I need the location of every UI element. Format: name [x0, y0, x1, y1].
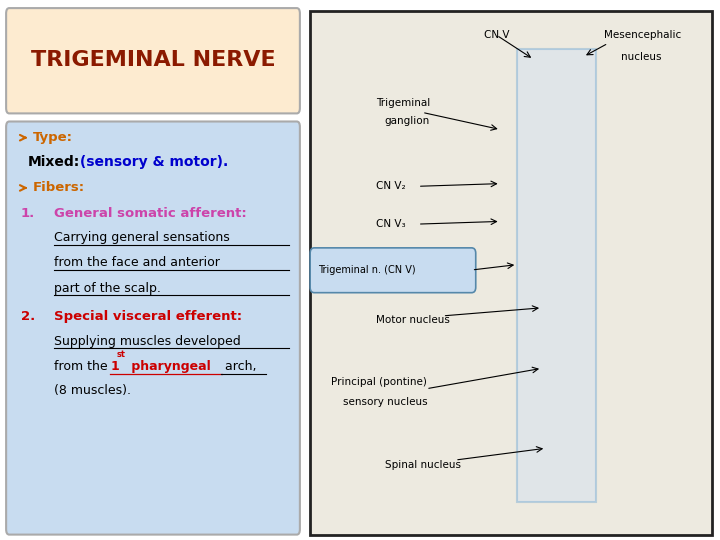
Text: TRIGEMINAL NERVE: TRIGEMINAL NERVE: [31, 50, 275, 71]
Text: General somatic afferent:: General somatic afferent:: [53, 207, 246, 220]
Text: CN V: CN V: [484, 30, 510, 40]
Text: Mixed:: Mixed:: [27, 155, 80, 169]
Text: Trigeminal n. (CN V): Trigeminal n. (CN V): [318, 265, 416, 275]
Text: Trigeminal: Trigeminal: [377, 98, 431, 107]
Text: Special visceral efferent:: Special visceral efferent:: [53, 310, 242, 323]
Text: CN V₂: CN V₂: [377, 181, 406, 191]
Text: st: st: [117, 350, 126, 359]
FancyBboxPatch shape: [310, 11, 711, 535]
FancyBboxPatch shape: [6, 122, 300, 535]
Text: (sensory & motor).: (sensory & motor).: [75, 155, 228, 169]
Text: Fibers:: Fibers:: [33, 181, 85, 194]
Text: (8 muscles).: (8 muscles).: [53, 384, 130, 397]
Text: Principal (pontine): Principal (pontine): [330, 377, 427, 387]
Text: from the: from the: [53, 360, 111, 373]
FancyBboxPatch shape: [310, 248, 476, 293]
Text: 1: 1: [110, 360, 119, 373]
Text: sensory nucleus: sensory nucleus: [343, 397, 428, 407]
Text: Spinal nucleus: Spinal nucleus: [384, 461, 461, 470]
Text: Type:: Type:: [33, 131, 73, 144]
Text: part of the scalp.: part of the scalp.: [53, 282, 161, 295]
Text: arch,: arch,: [221, 360, 256, 373]
Text: 1.: 1.: [21, 207, 35, 220]
Text: pharyngeal: pharyngeal: [127, 360, 211, 373]
FancyBboxPatch shape: [517, 49, 596, 502]
Text: Motor nucleus: Motor nucleus: [377, 315, 450, 325]
Text: Carrying general sensations: Carrying general sensations: [53, 231, 229, 244]
FancyBboxPatch shape: [6, 8, 300, 113]
Text: ganglion: ganglion: [384, 117, 430, 126]
Text: CN V₃: CN V₃: [377, 219, 406, 229]
Text: Supplying muscles developed: Supplying muscles developed: [53, 335, 240, 348]
Text: nucleus: nucleus: [621, 52, 661, 62]
Text: Mesencephalic: Mesencephalic: [604, 30, 681, 40]
Text: from the face and anterior: from the face and anterior: [53, 256, 220, 269]
Text: 2.: 2.: [21, 310, 35, 323]
